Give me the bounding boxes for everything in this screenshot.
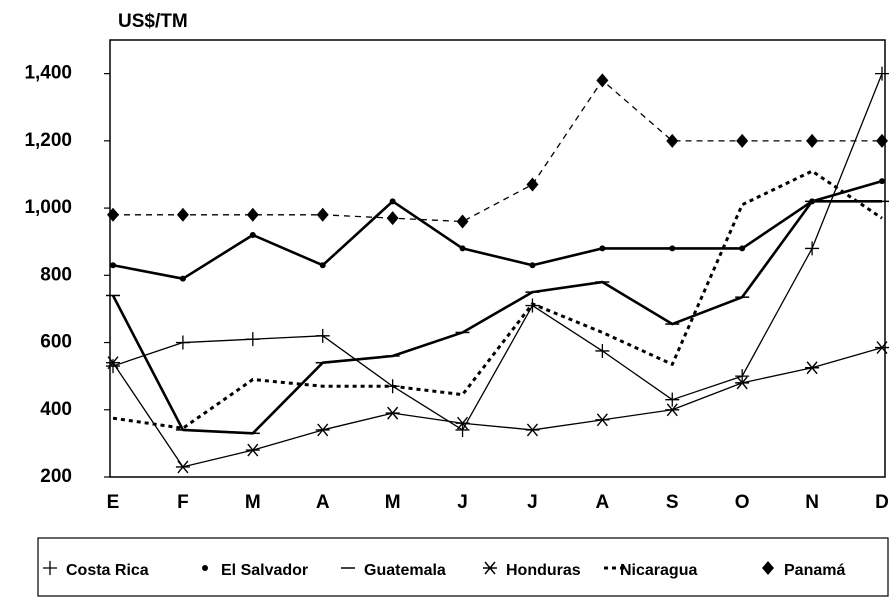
x-tick-label: O bbox=[735, 492, 750, 513]
marker bbox=[245, 443, 260, 457]
marker bbox=[389, 198, 396, 205]
marker bbox=[595, 343, 610, 358]
legend-box bbox=[37, 537, 889, 597]
y-tick-label: 1,200 bbox=[24, 130, 72, 151]
x-tick-label: A bbox=[595, 492, 609, 513]
y-tick-label: 1,000 bbox=[24, 197, 72, 218]
marker bbox=[315, 423, 330, 437]
legend-label: Costa Rica bbox=[66, 562, 149, 579]
marker bbox=[246, 207, 259, 222]
plot-frame bbox=[109, 39, 886, 478]
marker bbox=[599, 245, 606, 252]
marker bbox=[805, 361, 820, 375]
marker bbox=[249, 231, 256, 238]
y-tick-label: 800 bbox=[40, 264, 72, 285]
marker bbox=[736, 133, 749, 148]
x-tick-label: J bbox=[457, 492, 468, 513]
marker bbox=[386, 211, 399, 226]
marker bbox=[875, 66, 889, 81]
marker bbox=[665, 403, 680, 417]
x-tick-label: N bbox=[805, 492, 819, 513]
marker bbox=[526, 177, 539, 192]
y-axis-label: US$/TM bbox=[118, 11, 188, 32]
marker bbox=[529, 262, 536, 269]
marker bbox=[806, 133, 819, 148]
x-tick-label: F bbox=[177, 492, 189, 513]
marker bbox=[43, 561, 57, 575]
series-line bbox=[111, 200, 882, 435]
marker bbox=[106, 356, 120, 370]
marker bbox=[455, 416, 470, 430]
marker bbox=[739, 245, 746, 252]
marker bbox=[385, 406, 400, 420]
y-tick-label: 1,400 bbox=[24, 63, 72, 84]
marker bbox=[319, 262, 326, 269]
series-line bbox=[112, 179, 883, 280]
y-tick-label: 200 bbox=[40, 466, 72, 487]
legend-label: Panamá bbox=[784, 562, 845, 579]
x-tick-label: D bbox=[875, 492, 889, 513]
marker bbox=[245, 332, 260, 347]
series-line bbox=[113, 79, 882, 223]
x-tick-label: S bbox=[666, 492, 679, 513]
legend-label: Guatemala bbox=[364, 562, 446, 579]
marker bbox=[879, 178, 885, 185]
marker bbox=[316, 207, 329, 222]
marker bbox=[805, 241, 820, 256]
marker bbox=[455, 422, 470, 437]
legend-label: Nicaragua bbox=[620, 562, 697, 579]
marker bbox=[483, 561, 497, 575]
marker bbox=[762, 561, 774, 575]
x-tick-label: A bbox=[316, 492, 330, 513]
series-line bbox=[112, 73, 883, 431]
marker bbox=[459, 245, 466, 252]
marker bbox=[666, 133, 679, 148]
x-tick-label: M bbox=[385, 492, 401, 513]
marker bbox=[106, 359, 120, 374]
x-tick-label: J bbox=[527, 492, 538, 513]
series-line bbox=[112, 346, 883, 468]
marker bbox=[315, 328, 330, 343]
y-tick-label: 600 bbox=[40, 332, 72, 353]
series-line bbox=[112, 169, 883, 430]
marker bbox=[107, 207, 119, 222]
marker bbox=[110, 262, 116, 269]
marker bbox=[175, 460, 190, 474]
y-tick-label: 400 bbox=[40, 399, 72, 420]
marker bbox=[876, 133, 888, 148]
marker bbox=[456, 214, 469, 229]
marker bbox=[665, 392, 680, 407]
marker bbox=[669, 245, 676, 252]
marker bbox=[202, 565, 208, 571]
marker bbox=[525, 298, 540, 313]
x-tick-label: M bbox=[245, 492, 261, 513]
marker bbox=[595, 413, 610, 427]
marker bbox=[179, 275, 186, 282]
legend-label: Honduras bbox=[506, 562, 581, 579]
x-tick-label: E bbox=[107, 492, 120, 513]
legend-label: El Salvador bbox=[221, 562, 308, 579]
marker bbox=[176, 207, 189, 222]
marker bbox=[735, 376, 750, 390]
marker bbox=[735, 369, 750, 384]
marker bbox=[875, 341, 889, 355]
marker bbox=[596, 73, 609, 88]
marker bbox=[175, 335, 190, 350]
marker bbox=[525, 423, 540, 437]
